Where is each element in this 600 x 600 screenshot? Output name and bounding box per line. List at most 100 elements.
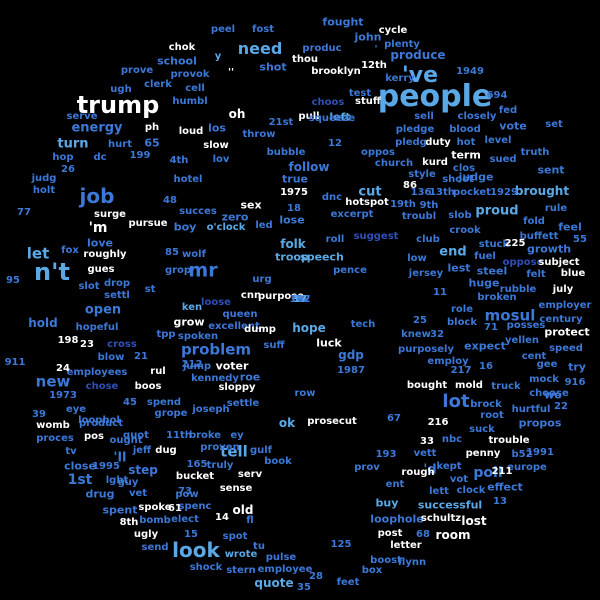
cloud-word: jump <box>182 361 212 372</box>
cloud-word: loophole <box>370 512 424 526</box>
cloud-word: 35 <box>297 582 311 593</box>
cloud-word: 21st <box>268 117 294 128</box>
cloud-word: 39 <box>32 409 46 420</box>
cloud-word: tv <box>65 446 77 457</box>
cloud-word: 73 <box>178 486 192 497</box>
cloud-word: 694 <box>486 90 508 101</box>
cloud-word: voter <box>215 359 249 373</box>
cloud-word: cycle <box>378 25 408 36</box>
cloud-word: truly <box>206 460 234 471</box>
cloud-word: tu <box>253 541 265 552</box>
cloud-word: slot <box>78 281 100 292</box>
cloud-word: crook <box>449 225 481 236</box>
cloud-word: pledge <box>395 124 435 135</box>
cloud-word: kurd <box>422 157 448 168</box>
cloud-word: brock <box>470 399 502 410</box>
cloud-word: elect <box>171 514 199 525</box>
cloud-word: ugh <box>110 84 132 95</box>
cloud-word: judg <box>31 173 57 184</box>
cloud-word: steel <box>476 264 508 278</box>
cloud-word: 24 <box>56 363 70 374</box>
cloud-word: prove <box>120 65 154 76</box>
cloud-word: kept <box>436 461 462 472</box>
cloud-word: pos <box>84 431 104 442</box>
cloud-word: los <box>208 121 226 135</box>
cloud-word: chose <box>85 381 119 392</box>
cloud-word: joseph <box>192 404 230 415</box>
cloud-word: fed <box>498 105 518 116</box>
cloud-word: spenc <box>178 501 212 512</box>
cloud-word: spend <box>146 397 182 408</box>
cloud-word: speech <box>300 250 344 264</box>
cloud-word: peel <box>210 24 236 35</box>
cloud-word: proud <box>475 203 519 219</box>
cloud-word: fost <box>252 24 274 35</box>
cloud-word: drug <box>85 487 115 501</box>
cloud-word: step <box>128 463 158 477</box>
cloud-word: tech <box>350 319 376 330</box>
cloud-word: duty <box>425 137 451 148</box>
cloud-word: 12 <box>328 138 342 149</box>
cloud-word: produce <box>390 48 446 62</box>
cloud-word: vett <box>413 448 437 459</box>
cloud-word: eye <box>65 404 87 415</box>
cloud-word: test <box>348 88 372 99</box>
cloud-word: suggest <box>353 231 399 242</box>
cloud-word: penny <box>465 448 501 459</box>
cloud-word: truck <box>491 381 521 392</box>
cloud-word: 911 <box>4 357 26 368</box>
cloud-word: clock <box>456 485 486 496</box>
cloud-word: truth <box>520 147 550 158</box>
cloud-word: nbc <box>441 434 463 445</box>
cloud-word: succes <box>179 206 217 217</box>
cloud-word: bucket <box>175 471 215 482</box>
cloud-word: tpp <box>156 329 176 340</box>
cloud-word: folk <box>280 237 306 251</box>
cloud-word: gulf <box>249 445 273 456</box>
cloud-word: stern <box>226 565 256 576</box>
cloud-word: 59 <box>293 294 307 305</box>
cloud-word: prosecut <box>307 416 357 427</box>
cloud-word: quote <box>254 576 294 590</box>
cloud-word: propos <box>518 416 562 430</box>
cloud-word: fox <box>61 245 79 256</box>
cloud-word: lgbt <box>105 475 129 486</box>
cloud-word: serve <box>66 111 98 122</box>
cloud-word: boost <box>370 555 402 566</box>
cloud-word: purposely <box>398 344 454 355</box>
cloud-word: oh <box>228 107 246 121</box>
cloud-word: 199 <box>129 150 151 161</box>
cloud-word: cross <box>107 339 137 350</box>
cloud-word: product <box>79 418 123 429</box>
cloud-word: look <box>172 538 220 562</box>
cloud-word: vote <box>499 119 527 133</box>
cloud-word: fold <box>523 216 545 227</box>
cloud-word: feet <box>336 577 360 588</box>
cloud-word: jersey <box>408 268 444 279</box>
cloud-word: pocket <box>453 187 491 198</box>
cloud-word: produc <box>302 43 342 54</box>
cloud-word: hot <box>456 137 476 148</box>
cloud-word: broken <box>477 292 517 303</box>
cloud-word: wo <box>544 388 562 402</box>
cloud-word: 26 <box>61 164 75 175</box>
cloud-word: lett <box>429 486 449 497</box>
cloud-word: clos <box>452 163 476 174</box>
cloud-word: style <box>408 169 436 180</box>
cloud-word: 've <box>402 63 438 88</box>
cloud-word: shock <box>189 562 223 573</box>
cloud-word: 193 <box>375 449 397 460</box>
cloud-word: 212 <box>181 359 203 370</box>
cloud-word: pulse <box>265 552 297 563</box>
cloud-word: 1975 <box>280 187 308 198</box>
cloud-word: lov <box>212 154 230 165</box>
cloud-word: box <box>361 565 383 576</box>
cloud-word: lose <box>279 213 305 227</box>
cloud-word: felt <box>526 269 546 280</box>
cloud-word: led <box>255 220 273 231</box>
cloud-word: 19th <box>390 199 416 210</box>
cloud-word: 33 <box>420 436 434 447</box>
cloud-word: 216 <box>427 417 449 428</box>
cloud-word: room <box>435 528 471 542</box>
cloud-word: 45 <box>123 397 137 408</box>
